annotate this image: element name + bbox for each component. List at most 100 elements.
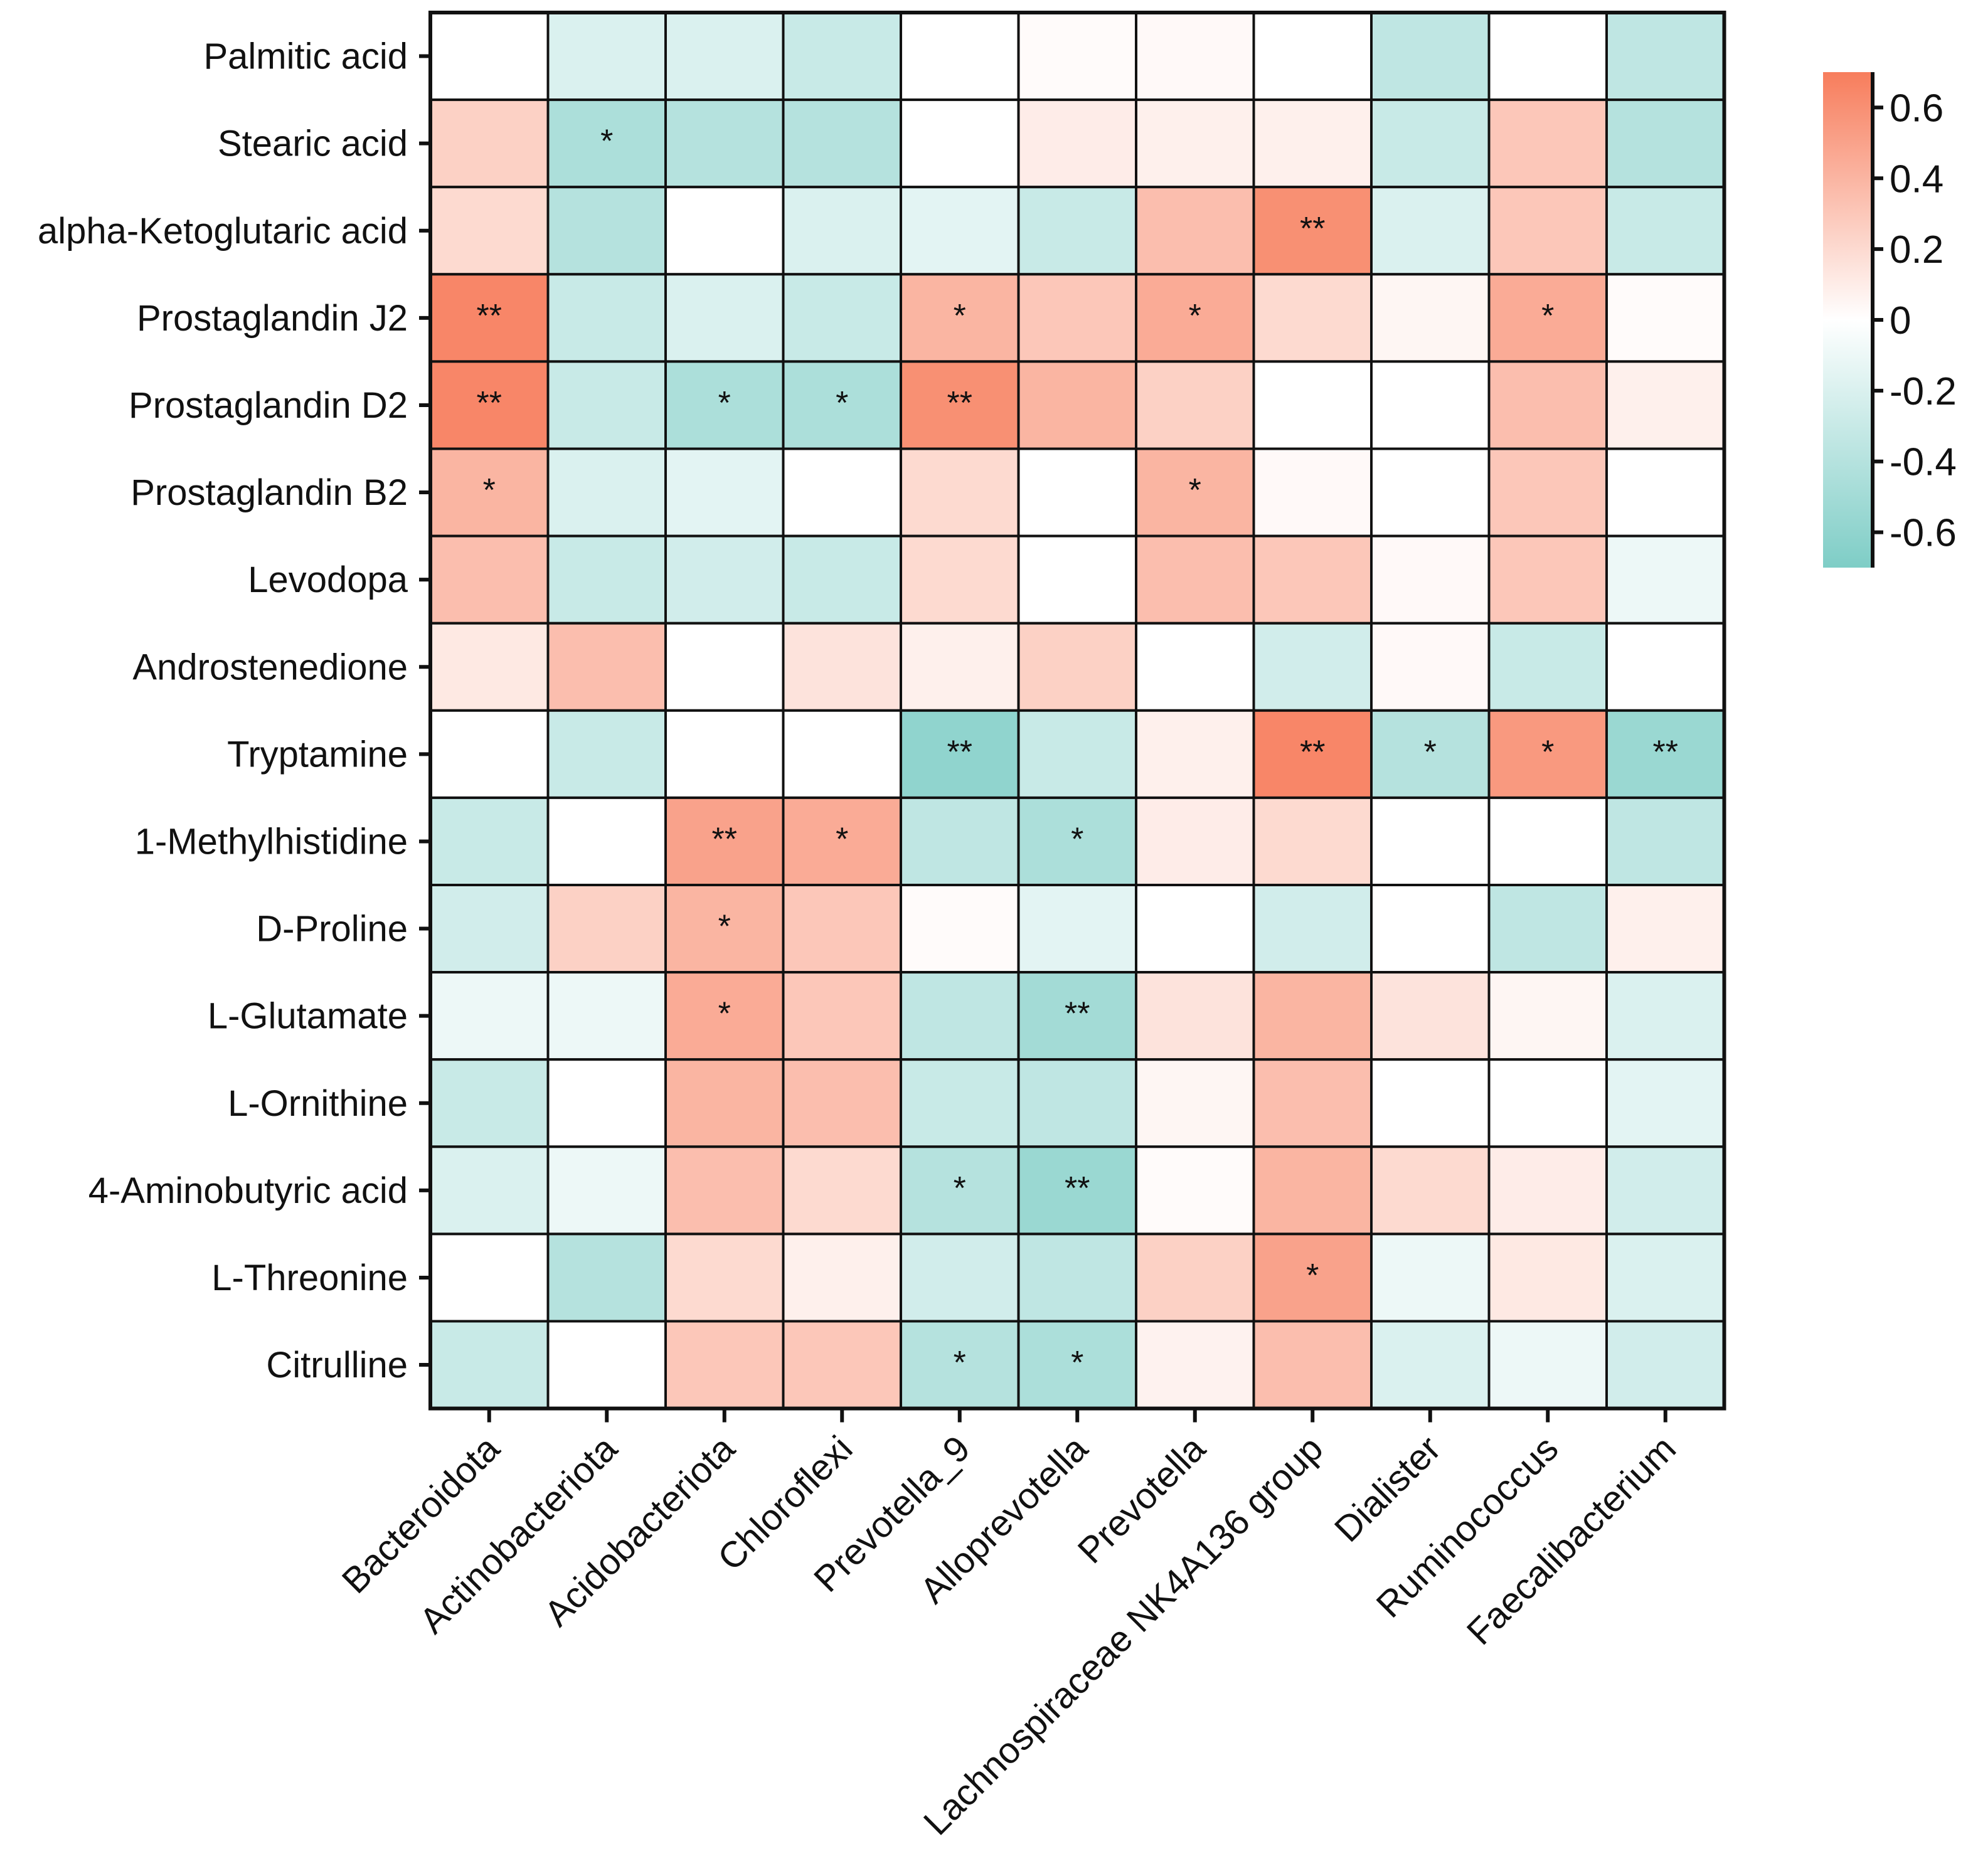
heatmap-cell: [546, 1058, 667, 1148]
significance-marker: **: [947, 385, 972, 421]
significance-marker: *: [836, 385, 848, 421]
significance-marker: *: [718, 909, 731, 945]
heatmap-cell: [1605, 11, 1726, 102]
heatmap-cell: [782, 1058, 902, 1148]
significance-marker: *: [1306, 1258, 1319, 1294]
significance-marker: **: [947, 734, 972, 770]
significance-marker: **: [477, 298, 502, 334]
heatmap-cell: [1605, 1145, 1726, 1236]
heatmap-cell: [1370, 709, 1491, 799]
heatmap-cell: [1370, 273, 1491, 363]
heatmap-cell: [1135, 622, 1255, 712]
heatmap-cell: [1487, 1145, 1608, 1236]
heatmap-cell: [782, 534, 902, 625]
row-label: L-Threonine: [211, 1258, 408, 1298]
heatmap-cell: [782, 98, 902, 189]
heatmap-cell: [1605, 796, 1726, 887]
heatmap-cell: [1487, 11, 1608, 102]
heatmap-cell: [1370, 11, 1491, 102]
heatmap-cell: [1135, 98, 1255, 189]
colorbar-tick-label: 0.6: [1890, 87, 1943, 130]
heatmap-cell: [546, 1320, 667, 1410]
heatmap-cell: [1135, 1232, 1255, 1323]
heatmap-cell: [1135, 11, 1255, 102]
row-label: Levodopa: [248, 559, 408, 600]
heatmap-cell: [1017, 1232, 1137, 1323]
significance-marker: *: [1071, 821, 1083, 857]
heatmap-cell: [1605, 622, 1726, 712]
heatmap-cell: [1605, 98, 1726, 189]
heatmap-cell: [546, 273, 667, 363]
colorbar-tick-label: -0.6: [1890, 512, 1957, 555]
heatmap-cell: [1487, 1232, 1608, 1323]
heatmap-cell: [1605, 971, 1726, 1061]
heatmap-cell: [429, 709, 550, 799]
heatmap-cell: [1370, 1145, 1491, 1236]
heatmap-cell: [664, 622, 785, 712]
heatmap-cell: [1135, 534, 1255, 625]
heatmap-cell: [429, 360, 550, 450]
heatmap-cell: [900, 534, 1020, 625]
heatmap-cell: [1017, 11, 1137, 102]
heatmap-cell: [900, 1145, 1020, 1236]
significance-marker: *: [718, 385, 731, 421]
row-label: Palmitic acid: [203, 36, 408, 77]
heatmap-cell: [1252, 622, 1373, 712]
column-label: Actinobacteriota: [412, 1428, 625, 1641]
heatmap-cell: [429, 1232, 550, 1323]
colorbar-tick-label: -0.2: [1890, 370, 1957, 413]
heatmap-cell: [1370, 1232, 1491, 1323]
heatmap-cell: [1605, 1320, 1726, 1410]
row-label: alpha-Ketoglutaric acid: [38, 211, 408, 252]
colorbar-tick-label: 0.4: [1890, 157, 1943, 201]
colorbar-tick-label: 0.2: [1890, 228, 1943, 272]
heatmap-cell: [782, 796, 902, 887]
heatmap-cell: [546, 1232, 667, 1323]
row-label: Citrulline: [266, 1345, 408, 1386]
row-label: L-Ornithine: [228, 1083, 408, 1124]
heatmap-cell: [429, 447, 550, 538]
heatmap-cell: [1017, 796, 1137, 887]
row-label: D-Proline: [256, 909, 408, 950]
heatmap-cell: [900, 360, 1020, 450]
significance-marker: *: [483, 472, 496, 509]
heatmap-cell: [782, 447, 902, 538]
heatmap-cell: [782, 1232, 902, 1323]
heatmap-cell: [1252, 447, 1373, 538]
heatmap-cell: [664, 360, 785, 450]
heatmap-cell: [900, 796, 1020, 887]
heatmap-cell: [546, 796, 667, 887]
heatmap-cell: [546, 971, 667, 1061]
heatmap-cell: [429, 971, 550, 1061]
significance-marker: *: [718, 996, 731, 1032]
heatmap-cell: [664, 186, 785, 276]
significance-markers: ***** * * *** * * *** *** ** * * **** * *** *** **** *: [477, 124, 1678, 1381]
heatmap-cell: [546, 534, 667, 625]
heatmap-cell: [782, 360, 902, 450]
heatmap-cell: [1605, 360, 1726, 450]
colorbar-tick-label: 0: [1890, 299, 1911, 342]
heatmap-cell: [1252, 360, 1373, 450]
column-labels: BacteroidotaActinobacteriotaAcidobacteri…: [334, 1408, 1684, 1843]
significance-marker: *: [836, 821, 848, 857]
heatmap-cell: [1370, 186, 1491, 276]
heatmap-cell: [546, 447, 667, 538]
column-label: Dialister: [1327, 1428, 1449, 1550]
significance-marker: **: [712, 821, 737, 857]
heatmap-cell: [1252, 534, 1373, 625]
heatmap-cell: [782, 11, 902, 102]
significance-marker: *: [954, 1345, 966, 1381]
significance-marker: *: [1541, 298, 1554, 334]
significance-marker: *: [1189, 298, 1201, 334]
heatmap-cell: [782, 1145, 902, 1236]
heatmap-cell: [1135, 1320, 1255, 1410]
heatmap-cell: [782, 709, 902, 799]
heatmap-cell: [546, 622, 667, 712]
heatmap-cell: [1487, 447, 1608, 538]
heatmap-cell: [1487, 534, 1608, 625]
significance-marker: *: [1424, 734, 1437, 770]
heatmap-cell: [782, 1320, 902, 1410]
heatmap-cell: [1252, 98, 1373, 189]
heatmap-cell: [782, 884, 902, 974]
heatmap-cell: [1487, 971, 1608, 1061]
